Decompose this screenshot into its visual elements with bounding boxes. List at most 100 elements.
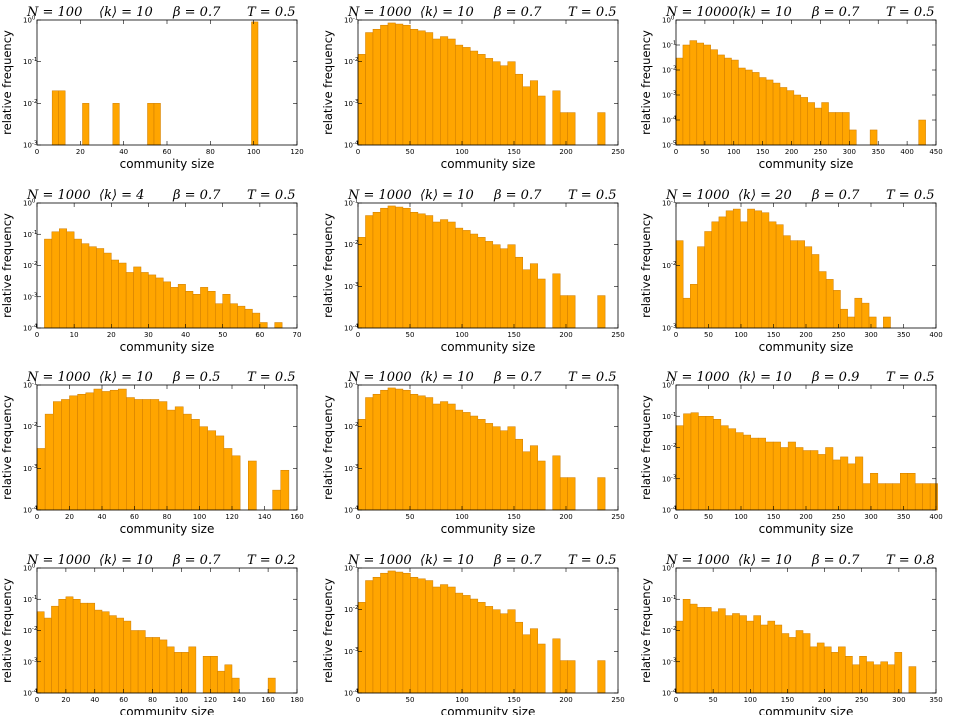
chart-panel-2: 0 50 100 150 200 250 10-4 10-3 10-2 10-1N = 1000 ⟨… <box>321 5 625 171</box>
histogram-bar <box>883 316 891 329</box>
histogram-bar <box>101 611 110 694</box>
y-tick-label: 10-4 <box>662 689 677 698</box>
histogram-bar <box>477 54 486 146</box>
histogram-bar <box>849 129 857 146</box>
histogram-bar <box>223 448 233 511</box>
histogram-bar <box>500 613 509 694</box>
histogram-bar <box>804 246 813 329</box>
y-axis-label: relative frequency <box>0 213 14 318</box>
x-tick-label: 350 <box>897 331 910 339</box>
histogram-bar <box>747 208 755 329</box>
histogram-bar <box>683 413 692 511</box>
histogram-bar <box>148 274 157 329</box>
histogram-bar <box>477 602 486 694</box>
histogram-bar <box>537 460 546 511</box>
y-tick-label: 10-2 <box>662 261 676 270</box>
histogram-bar <box>101 391 111 511</box>
histogram-bar <box>53 401 62 511</box>
histogram-bar <box>44 413 54 511</box>
histogram-bar <box>395 571 404 694</box>
histogram-bar <box>425 397 434 511</box>
histogram-bar <box>153 103 161 146</box>
histogram-bar <box>94 609 103 694</box>
histogram-bar <box>750 437 759 511</box>
histogram-bar <box>529 628 538 694</box>
panel-title-part: N = 1000 <box>26 188 91 203</box>
x-tick-label: 20 <box>61 696 70 704</box>
panel-title-part: T = 0.2 <box>247 553 296 568</box>
histogram-bar <box>780 447 789 511</box>
histogram-bar <box>244 308 253 329</box>
histogram-bar <box>746 620 754 694</box>
histogram-bar <box>567 112 576 146</box>
histogram-bar <box>892 483 901 511</box>
histogram-bar <box>781 633 790 694</box>
y-tick-label: 10-2 <box>662 443 676 452</box>
x-tick-label: 400 <box>929 331 942 339</box>
x-tick-label: 0 <box>356 696 360 704</box>
x-tick-label: 100 <box>744 696 757 704</box>
histogram-bar <box>725 615 733 694</box>
x-tick-label: 60 <box>163 148 172 156</box>
panel-title-part: T = 0.5 <box>886 5 935 20</box>
x-tick-label: 200 <box>559 331 572 339</box>
panel-title-part: β = 0.7 <box>811 5 860 20</box>
y-tick-label: 10-4 <box>344 141 359 150</box>
histogram-bar <box>859 656 867 694</box>
histogram-bar <box>500 248 509 329</box>
histogram-bar <box>810 450 819 511</box>
histogram-bar <box>207 291 216 329</box>
x-tick-label: 300 <box>843 148 856 156</box>
histogram-bar <box>567 477 576 511</box>
histogram-bar <box>395 206 404 329</box>
histogram-bar <box>372 393 381 511</box>
x-tick-label: 0 <box>674 331 678 339</box>
chart-panel-7: 0 20 40 60 80 100 120 140 160 10-4 10-3 10-2 10-1N =… <box>0 370 304 536</box>
y-tick-label: 10-1 <box>662 199 676 208</box>
histogram-bar <box>887 664 896 694</box>
histogram-bar <box>862 483 871 511</box>
histogram-bar <box>552 455 561 511</box>
histogram-bar <box>720 425 729 511</box>
histogram-bar <box>109 389 119 511</box>
panel-title-part: β = 0.7 <box>811 553 860 568</box>
y-tick-label: 10-4 <box>23 689 38 698</box>
panel-title-part: N = 1000 <box>347 188 412 203</box>
histogram-bar <box>44 238 53 329</box>
x-axis-label: community size <box>441 522 536 536</box>
histogram-bar <box>432 38 441 146</box>
histogram-bar <box>873 664 881 694</box>
x-tick-label: 80 <box>148 696 157 704</box>
histogram-bar <box>417 213 426 329</box>
histogram-bar <box>845 656 853 694</box>
y-tick-label: 10-1 <box>23 381 37 390</box>
histogram-bar <box>116 617 124 694</box>
histogram-bar <box>869 129 878 146</box>
histogram-bar <box>690 284 698 329</box>
x-tick-label: 400 <box>929 513 942 521</box>
histogram-bar <box>402 24 411 146</box>
histogram-bar <box>823 646 832 694</box>
panel-title-part: T = 0.5 <box>247 370 296 385</box>
histogram-bar <box>425 580 434 694</box>
y-tick-label: 10-1 <box>23 57 37 66</box>
histogram-bar <box>861 302 870 329</box>
y-tick-label: 10-3 <box>662 474 677 483</box>
y-tick-label: 10-4 <box>344 689 359 698</box>
x-tick-label: 250 <box>611 696 624 704</box>
x-tick-label: 100 <box>734 331 747 339</box>
histogram-bar <box>825 447 834 511</box>
y-tick-label: 100 <box>662 381 675 390</box>
y-tick-label: 10-2 <box>23 261 37 270</box>
histogram-bar <box>825 279 834 329</box>
histogram-bar <box>395 388 404 511</box>
histogram-bar <box>597 477 606 511</box>
histogram-bar <box>832 459 841 511</box>
histogram-bar <box>870 473 879 511</box>
histogram-bar <box>818 271 827 329</box>
y-axis-label: relative frequency <box>639 578 653 683</box>
histogram-bar <box>907 473 916 511</box>
histogram-bar <box>447 221 456 329</box>
panel-title-part: T = 0.5 <box>247 188 296 203</box>
histogram-bar <box>166 409 176 511</box>
